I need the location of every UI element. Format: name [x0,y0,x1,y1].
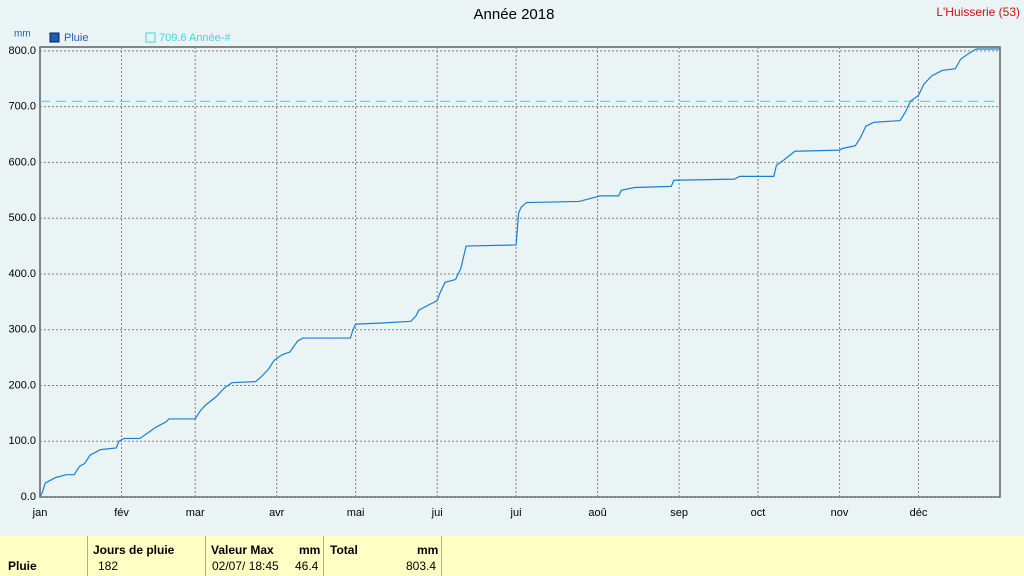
y-tick-label: 600.0 [8,156,36,168]
x-tick-label: oct [751,507,766,519]
value: 46.4 [295,559,319,573]
value: 02/07/ 18:45 [212,559,279,573]
plot-area [39,46,1001,498]
summary-panel: Pluie Jours de pluie 182 Valeur Max mm 0… [0,536,1024,576]
station: L'Huisserie (53) [936,5,1020,19]
x-tick-label: jui [431,507,443,519]
x-tick-label: fév [114,507,129,519]
value: 182 [98,559,119,573]
legend-swatch [49,32,60,43]
y-axis-label: mm [14,29,31,40]
header: Total [330,543,358,557]
y-tick-label: 700.0 [8,101,36,113]
x-tick-label: avr [269,507,285,519]
y-tick-label: 800.0 [8,45,36,57]
legend-label: 709.6 Année-# [159,32,231,44]
x-tick-label: nov [831,507,849,519]
unit: mm [299,543,321,557]
y-tick-label: 200.0 [8,379,36,391]
x-tick-label: mar [186,507,205,519]
row-label: Pluie [8,559,37,573]
y-tick-label: 0.0 [21,491,36,503]
unit: mm [417,543,439,557]
x-tick-label: jui [510,507,522,519]
y-tick-label: 300.0 [8,324,36,336]
legend-swatch [145,32,156,43]
chart: Année 2018 L'Huisserie (53) mm Pluie 709… [8,5,1020,519]
y-tick-label: 400.0 [8,268,36,280]
value: 803.4 [406,559,437,573]
y-tick-label: 100.0 [8,435,36,447]
chart-title: Année 2018 [474,6,555,23]
line [39,48,1000,498]
header: Jours de pluie [93,543,175,557]
legend-label: Pluie [64,32,88,44]
x-tick-label: déc [910,507,928,519]
y-tick-label: 500.0 [8,212,36,224]
x-tick-label: sep [670,507,688,519]
x-tick-label: jan [32,507,48,519]
x-tick-label: mai [347,507,365,519]
header: Valeur Max [211,543,274,557]
x-tick-label: aoû [588,507,606,519]
